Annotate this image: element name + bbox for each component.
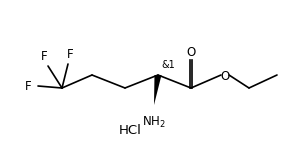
Text: HCl: HCl — [119, 125, 141, 138]
Text: &1: &1 — [161, 60, 175, 70]
Text: F: F — [67, 47, 73, 60]
Text: NH$_2$: NH$_2$ — [142, 115, 166, 130]
Polygon shape — [154, 75, 162, 105]
Text: O: O — [220, 69, 230, 82]
Text: F: F — [25, 80, 31, 93]
Text: O: O — [186, 45, 196, 58]
Text: F: F — [41, 50, 47, 62]
